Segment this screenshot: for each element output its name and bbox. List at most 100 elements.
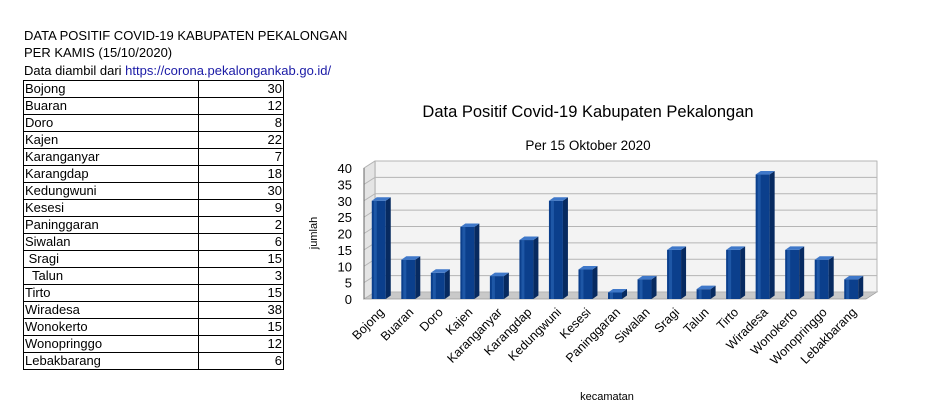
table-row: Doro 8 <box>23 114 284 132</box>
bar-highlight <box>521 240 525 299</box>
bar-top <box>460 223 480 227</box>
chart-title: Data Positif Covid-19 Kabupaten Pekalong… <box>422 103 753 121</box>
district-name-cell: Kedungwuni <box>23 182 199 200</box>
case-count-cell: 18 <box>198 165 284 183</box>
table-row: Siwalan 6 <box>23 233 284 251</box>
bar <box>844 275 864 299</box>
y-tick-label: 5 <box>345 276 352 291</box>
case-count-cell: 30 <box>198 80 284 98</box>
case-count-cell: 9 <box>198 199 284 217</box>
bar-highlight <box>698 289 702 299</box>
bar-top <box>608 288 627 293</box>
source-line: Data diambil dari https://corona.pekalon… <box>24 63 331 79</box>
case-count-cell: 3 <box>198 267 284 285</box>
bar-chart: Data Positif Covid-19 Kabupaten Pekalong… <box>308 103 879 403</box>
bar-top <box>785 246 805 250</box>
gridline <box>363 193 877 202</box>
bar <box>460 223 480 299</box>
bar-top <box>637 275 657 280</box>
district-name-cell: Doro <box>23 114 199 132</box>
bar-side <box>592 266 598 299</box>
district-name-cell: Siwalan <box>23 233 199 251</box>
report-date: PER KAMIS (15/10/2020) <box>24 45 173 60</box>
bar-highlight <box>610 292 613 299</box>
bar-side <box>651 275 657 299</box>
x-tick-label: Buaran <box>378 305 416 343</box>
district-name-cell: Lebakbarang <box>23 352 199 370</box>
district-name-cell: Karangdap <box>23 165 199 183</box>
district-name-cell: Kesesi <box>23 199 199 217</box>
bar-side <box>740 246 746 299</box>
bar-highlight <box>728 249 732 299</box>
x-axis-label: kecamatan <box>580 391 634 403</box>
bar <box>696 285 716 299</box>
case-count-cell: 2 <box>198 216 284 234</box>
bar-highlight <box>432 272 436 299</box>
district-name-cell: Karanganyar <box>23 148 199 166</box>
bar-highlight <box>639 279 643 299</box>
bar-side <box>681 246 687 299</box>
chart-subtitle: Per 15 Oktober 2020 <box>525 138 650 153</box>
bar-highlight <box>757 174 761 299</box>
bar-front <box>608 292 622 299</box>
district-name-cell: Talun <box>23 267 199 285</box>
bar-side <box>828 256 834 299</box>
table-row: Wonokerto 15 <box>23 318 284 336</box>
y-axis-label: jumlah <box>308 217 320 250</box>
bar-side <box>474 223 480 299</box>
district-name-cell: Buaran <box>23 97 199 115</box>
table-row: Karangdap 18 <box>23 165 284 183</box>
table-row: Kajen 22 <box>23 131 284 149</box>
case-count-cell: 15 <box>198 318 284 336</box>
x-tick-label: Doro <box>417 305 446 334</box>
y-tick-label: 25 <box>338 210 352 225</box>
bar-top <box>814 256 834 260</box>
table-row: Bojong 30 <box>23 80 284 98</box>
bar <box>726 246 746 299</box>
source-link[interactable]: https://corona.pekalongankab.go.id/ <box>125 63 332 78</box>
bar-side <box>799 246 805 299</box>
case-count-cell: 7 <box>198 148 284 166</box>
bar <box>489 272 509 299</box>
bar-highlight <box>846 279 850 299</box>
case-count-cell: 15 <box>198 250 284 268</box>
bar-top <box>696 285 716 290</box>
table-row: Lebakbarang 6 <box>23 352 284 370</box>
y-tick-label: 20 <box>338 227 352 242</box>
bar-highlight <box>403 259 407 299</box>
bar-side <box>503 272 509 299</box>
case-count-cell: 22 <box>198 131 284 149</box>
bar <box>667 246 687 299</box>
source-prefix: Data diambil dari <box>24 63 126 78</box>
bar-highlight <box>580 269 584 299</box>
y-tick-label: 0 <box>345 292 352 307</box>
bar <box>814 256 834 299</box>
district-name-cell: Wiradesa <box>23 301 199 319</box>
table-row: Karanganyar 7 <box>23 148 284 166</box>
case-count-cell: 15 <box>198 284 284 302</box>
case-count-cell: 6 <box>198 233 284 251</box>
y-tick-label: 10 <box>338 259 352 274</box>
case-count-cell: 12 <box>198 97 284 115</box>
bar-side <box>710 285 716 299</box>
data-table: Bojong 30 Buaran 12 Doro 8 Kajen 22 Karanganyar 7… <box>23 80 284 370</box>
table-row: Kesesi 9 <box>23 199 284 217</box>
bar-top <box>667 246 687 250</box>
district-name-cell: Bojong <box>23 80 199 98</box>
bar-highlight <box>816 259 820 299</box>
bar-highlight <box>491 276 495 299</box>
table-row: Paninggaran 2 <box>23 216 284 234</box>
bar <box>785 246 805 299</box>
report-title: DATA POSITIF COVID-19 KABUPATEN PEKALONG… <box>24 28 348 43</box>
bar <box>608 288 627 299</box>
bar-top <box>371 197 391 201</box>
district-name-cell: Kajen <box>23 131 199 149</box>
x-tick-label: Talun <box>681 305 712 336</box>
district-name-cell: Wonokerto <box>23 318 199 336</box>
gridline <box>363 160 877 169</box>
district-name-cell: Tirto <box>23 284 199 302</box>
table-row: Wiradesa 38 <box>23 301 284 319</box>
table-row: Talun 3 <box>23 267 284 285</box>
bar-highlight <box>373 200 377 299</box>
bar-top <box>519 236 539 241</box>
